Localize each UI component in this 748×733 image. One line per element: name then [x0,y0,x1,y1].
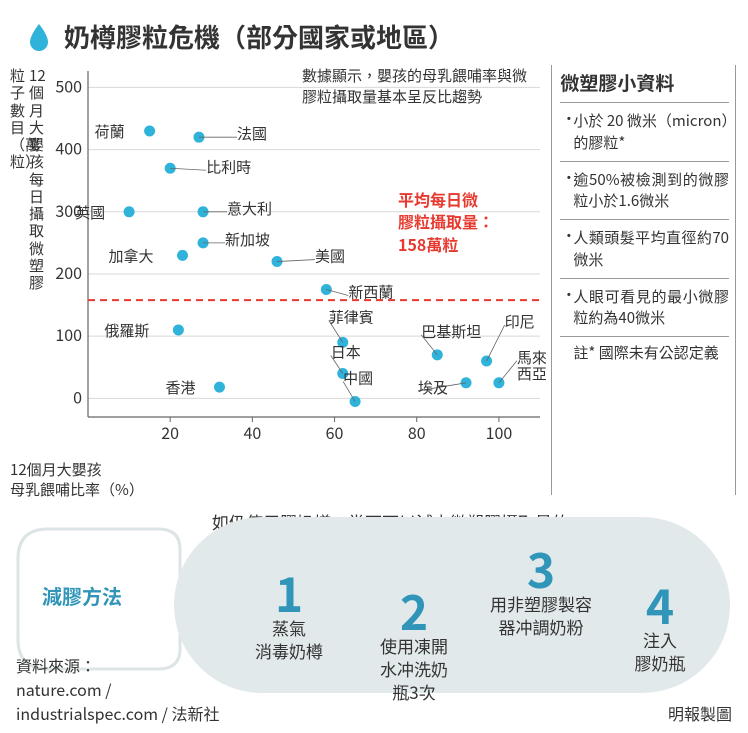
sidebar-item: 人眼可看見的最小微膠粒約為40微米 [560,278,729,337]
sidebar-footnote: 註* 國際未有公認定義 [560,336,729,363]
main-row: 粒子數目（萬粒） 12個月大嬰孩每日攝取微塑膠 0100200300400500… [0,55,748,495]
svg-text:100: 100 [486,420,513,444]
droplet-icon [24,22,54,52]
svg-text:埃及: 埃及 [418,377,448,398]
svg-text:40: 40 [243,420,261,444]
svg-text:500: 500 [55,73,82,97]
svg-text:菲律賓: 菲律賓 [329,306,374,327]
source-text: 資料來源： nature.com / industrialspec.com / … [16,653,220,725]
svg-text:巴基斯坦: 巴基斯坦 [421,321,481,342]
svg-text:英國: 英國 [75,202,105,223]
svg-text:60: 60 [326,420,344,444]
scatter-chart: 粒子數目（萬粒） 12個月大嬰孩每日攝取微塑膠 0100200300400500… [6,65,549,495]
svg-text:意大利: 意大利 [227,198,272,219]
svg-text:新西蘭: 新西蘭 [348,282,393,303]
step-text: 使用凍開 水冲洗奶 瓶3次 [354,635,474,704]
chart-note: 數據顯示，嬰孩的母乳餵哺率與微膠粒攝取量基本呈反比趨勢 [302,65,536,107]
step-number: 1 [234,567,344,615]
svg-text:香港: 香港 [165,377,195,398]
svg-text:20: 20 [161,420,179,444]
svg-text:新加坡: 新加坡 [225,229,270,250]
svg-text:80: 80 [408,420,426,444]
step-3: 3用非塑膠製容 器冲調奶粉 [476,543,606,639]
svg-text:比利時: 比利時 [206,156,251,177]
sidebar-info: 微塑膠小資料 小於 20 微米（micron）的膠粒*逾50%被檢測到的微膠粒小… [551,65,736,495]
svg-text:荷蘭: 荷蘭 [95,121,125,142]
step-text: 注入 膠奶瓶 [608,629,712,675]
svg-text:200: 200 [55,260,82,284]
svg-text:美國: 美國 [315,246,345,267]
page-title: 奶樽膠粒危機（部分國家或地區） [64,18,454,55]
step-text: 蒸氣 消毒奶樽 [234,617,344,663]
svg-text:日本: 日本 [331,341,361,362]
svg-text:0: 0 [73,384,82,408]
step-4: 4注入 膠奶瓶 [608,579,712,675]
svg-text:400: 400 [55,136,82,160]
sidebar-item: 逾50%被檢測到的微膠粒小於1.6微米 [560,161,729,220]
svg-text:加拿大: 加拿大 [109,245,154,266]
y-axis-label-2: 12個月大嬰孩每日攝取微塑膠 [29,67,49,291]
svg-text:法國: 法國 [237,123,267,144]
step-1: 1蒸氣 消毒奶樽 [234,567,344,663]
svg-text:西亞: 西亞 [517,363,546,384]
step-number: 2 [354,585,474,633]
header: 奶樽膠粒危機（部分國家或地區） [0,0,748,55]
sidebar-title: 微塑膠小資料 [560,69,729,96]
avg-intake-label: 平均每日微 膠粒攝取量： 158萬粒 [398,188,494,255]
svg-text:印尼: 印尼 [505,311,535,332]
step-number: 3 [476,543,606,591]
svg-text:俄羅斯: 俄羅斯 [104,320,149,341]
method-label: 減膠方法 [42,581,122,610]
step-2: 2使用凍開 水冲洗奶 瓶3次 [354,585,474,704]
sidebar-item: 小於 20 微米（micron）的膠粒* [560,102,729,161]
y-axis-label-1: 粒子數目（萬粒） [10,67,30,171]
svg-text:100: 100 [55,322,82,346]
chart-svg: 010020030040050020406080100荷蘭法國比利時英國意大利加… [54,65,546,465]
steps-container: 1蒸氣 消毒奶樽2使用凍開 水冲洗奶 瓶3次3用非塑膠製容 器冲調奶粉4注入 膠… [174,517,730,693]
credit-text: 明報製圖 [668,701,732,725]
step-text: 用非塑膠製容 器冲調奶粉 [476,593,606,639]
sidebar-item: 人類頭髮平均直徑約70微米 [560,219,729,278]
step-number: 4 [608,579,712,627]
bottom-section: 如仍使用膠奶樽，當下可以減少微塑膠攝取量的 折中做法： 減膠方法 1蒸氣 消毒奶… [0,493,748,733]
svg-text:中國: 中國 [343,367,373,388]
